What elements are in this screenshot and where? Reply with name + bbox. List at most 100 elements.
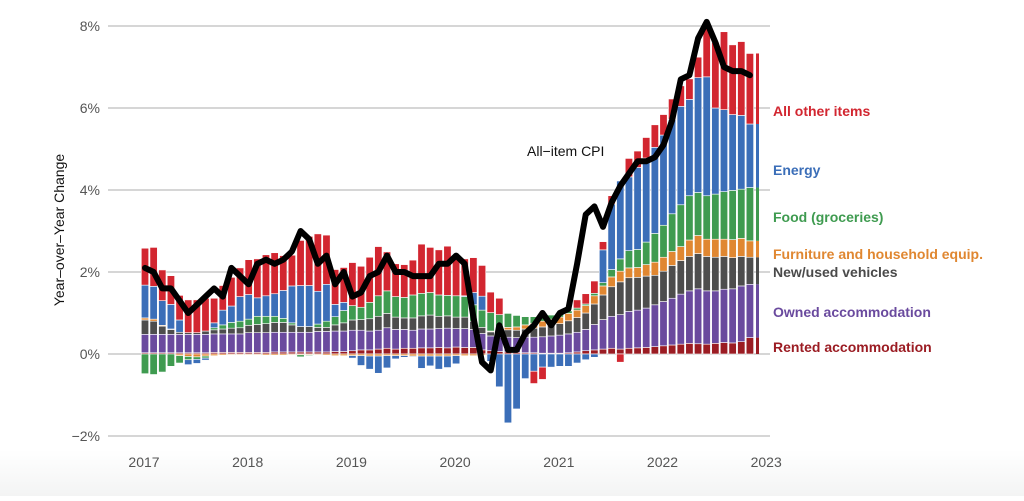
bar-segment-rented-accommodation — [624, 347, 633, 355]
bar-segment-furniture-and-household-equip — [685, 239, 694, 257]
bar-segment-food-groceries — [590, 293, 599, 297]
bar-segment-furniture-and-household-equip — [590, 295, 599, 305]
x-tick-label: 2021 — [543, 454, 574, 470]
bar-segment-furniture-and-household-equip — [650, 261, 659, 276]
bar-segment-energy — [374, 355, 383, 374]
bar-segment-rented-accommodation — [650, 346, 659, 355]
bar-segment-new-used-vehicles — [210, 329, 219, 335]
bar-segment-energy — [547, 353, 556, 368]
bar-segment-furniture-and-household-equip — [642, 264, 651, 277]
bar-segment-owned-accommodation — [737, 285, 746, 343]
bar-segment-energy — [348, 355, 357, 359]
bar-segment-new-used-vehicles — [374, 315, 383, 331]
bar-segment-owned-accommodation — [460, 328, 469, 348]
bar-segment-new-used-vehicles — [158, 325, 167, 335]
bar-segment-energy — [184, 359, 193, 365]
bar-segment-new-used-vehicles — [599, 294, 608, 320]
bar-segment-food-groceries — [599, 282, 608, 287]
bar-segment-new-used-vehicles — [452, 316, 461, 329]
bar-segment-energy — [192, 359, 201, 364]
bar-segment-all-other-items — [210, 297, 219, 324]
bar-segment-food-groceries — [158, 353, 167, 373]
bar-segment-food-groceries — [719, 191, 728, 240]
bar-segment-energy — [599, 249, 608, 283]
bar-segment-rented-accommodation — [331, 351, 340, 355]
bar-segment-energy — [365, 355, 374, 370]
bar-segment-new-used-vehicles — [478, 327, 487, 334]
bar-segment-food-groceries — [236, 320, 245, 329]
bar-segment-furniture-and-household-equip — [745, 240, 754, 258]
bar-segment-all-other-items — [495, 297, 504, 315]
bar-segment-food-groceries — [141, 353, 150, 374]
bar-segment-owned-accommodation — [616, 314, 625, 350]
bar-segment-all-other-items — [650, 124, 659, 148]
bar-segment-energy — [564, 353, 573, 367]
bar-segment-new-used-vehicles — [512, 329, 521, 338]
bar-segment-rented-accommodation — [599, 348, 608, 355]
bar-segment-furniture-and-household-equip — [218, 353, 227, 356]
bar-segment-energy — [339, 302, 348, 311]
bar-segment-energy — [417, 355, 426, 369]
bar-segment-energy — [434, 355, 443, 370]
bar-segment-food-groceries — [227, 322, 236, 329]
y-tick-label: 8% — [80, 18, 100, 34]
bar-segment-rented-accommodation — [400, 347, 409, 355]
bar-segment-energy — [452, 355, 461, 365]
bar-segment-owned-accommodation — [599, 319, 608, 350]
bar-segment-all-other-items — [573, 299, 582, 309]
y-tick-label: 4% — [80, 182, 100, 198]
bar-segment-all-other-items — [538, 366, 547, 380]
bar-segment-all-other-items — [694, 56, 703, 78]
bar-segment-rented-accommodation — [339, 351, 348, 355]
bar-segment-owned-accommodation — [382, 327, 391, 349]
bar-segment-furniture-and-household-equip — [460, 353, 469, 356]
bar-segment-energy — [287, 285, 296, 324]
bar-segment-food-groceries — [192, 356, 201, 360]
bar-segment-owned-accommodation — [357, 329, 366, 351]
bar-segment-owned-accommodation — [270, 331, 279, 353]
bar-segment-energy — [391, 355, 400, 360]
bar-segment-energy — [158, 300, 167, 326]
bar-segment-food-groceries — [728, 190, 737, 240]
bar-segment-all-other-items — [184, 299, 193, 333]
x-axis-ticks: 2017 2018 2019 2020 2021 2022 2023 — [128, 454, 782, 470]
bar-segment-food-groceries — [305, 354, 314, 356]
bar-segment-furniture-and-household-equip — [322, 353, 331, 356]
bar-segment-owned-accommodation — [426, 328, 435, 349]
bar-segment-all-other-items — [261, 254, 270, 297]
bar-segment-all-other-items — [443, 245, 452, 296]
bar-segment-food-groceries — [745, 187, 754, 242]
bar-segment-energy — [141, 284, 150, 319]
bar-segment-rented-accommodation — [357, 349, 366, 355]
legend-swatch — [756, 337, 759, 354]
bar-segment-new-used-vehicles — [296, 326, 305, 333]
bar-segment-new-used-vehicles — [417, 315, 426, 330]
bar-segment-furniture-and-household-equip — [270, 353, 279, 356]
bar-segment-energy — [400, 355, 409, 358]
bar-segment-energy — [581, 353, 590, 361]
bar-segment-all-other-items — [737, 41, 746, 116]
bar-segment-rented-accommodation — [296, 351, 305, 355]
bar-segment-owned-accommodation — [141, 334, 150, 354]
bar-segment-food-groceries — [184, 356, 193, 361]
bar-segment-food-groceries — [616, 258, 625, 272]
bar-segment-rented-accommodation — [685, 343, 694, 355]
bar-segment-all-other-items — [486, 291, 495, 313]
bar-segment-rented-accommodation — [382, 347, 391, 355]
bar-segment-food-groceries — [702, 195, 711, 240]
bar-segment-food-groceries — [443, 295, 452, 317]
bar-segment-all-other-items — [192, 299, 201, 333]
stacked-bars — [141, 23, 754, 424]
bar-segment-rented-accommodation — [434, 347, 443, 355]
bar-segment-energy — [555, 353, 564, 367]
bar-segment-owned-accommodation — [374, 329, 383, 350]
bar-segment-furniture-and-household-equip — [374, 353, 383, 357]
bar-segment-energy — [227, 305, 236, 323]
bar-segment-all-other-items — [616, 353, 625, 363]
bar-segment-furniture-and-household-equip — [261, 353, 270, 356]
bar-segment-rented-accommodation — [426, 347, 435, 355]
bar-segment-food-groceries — [650, 233, 659, 263]
bar-segment-furniture-and-household-equip — [607, 276, 616, 288]
legend-label: Food (groceries) — [773, 209, 883, 225]
bar-segment-new-used-vehicles — [175, 331, 184, 335]
